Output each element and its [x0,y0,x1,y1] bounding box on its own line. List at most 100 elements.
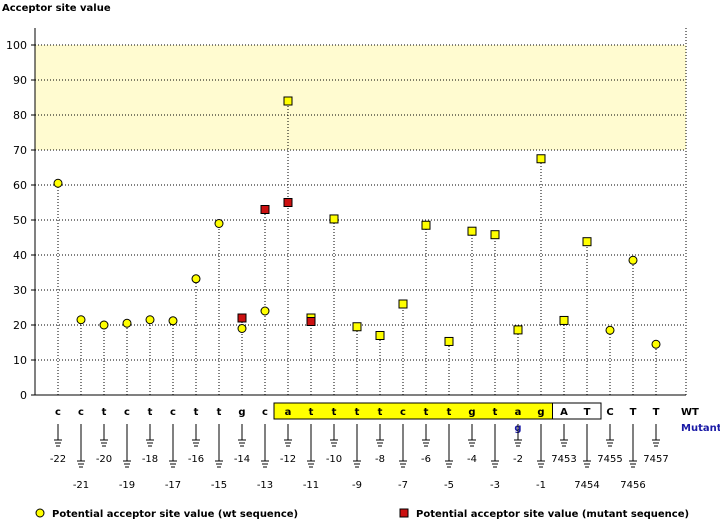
wt-value-marker [352,322,362,332]
wt-value-marker [283,96,293,106]
wt-letter: c [262,407,268,418]
wt-value-marker [398,299,408,309]
position-label: -12 [280,454,296,465]
position-label: 7453 [551,454,576,465]
position-label: -9 [352,480,362,491]
wt-letter: t [148,407,153,418]
wt-value-marker [513,325,523,335]
position-label: -4 [467,454,477,465]
position-label: -2 [513,454,523,465]
position-label: -6 [421,454,431,465]
wt-value-marker [168,316,178,326]
wt-value-marker [237,324,247,333]
y-axis-title: Acceptor site value [2,3,111,14]
mutant-row-label: Mutant [681,423,720,434]
wt-value-marker [375,331,385,340]
position-label: 7456 [620,480,645,491]
wt-value-marker [582,237,592,247]
wt-letter: t [309,407,314,418]
wt-letter: t [194,407,199,418]
legend-marker [35,508,45,518]
wt-letter: c [170,407,176,418]
wt-value-marker [191,274,201,284]
position-label: -10 [326,454,342,465]
wt-letter: c [400,407,406,418]
wt-letter: t [378,407,383,418]
wt-letter: c [78,407,84,418]
position-label: -19 [119,480,135,491]
position-label: -7 [398,480,408,491]
position-label: -17 [165,480,181,491]
position-label: -18 [142,454,158,465]
wt-value-marker [76,315,86,325]
wt-value-marker [651,339,661,349]
mutant-value-marker [283,198,293,207]
wt-letter: c [124,407,130,418]
y-tick-label: 100 [6,39,27,52]
wt-letter: a [515,407,522,418]
wt-value-marker [145,315,155,325]
wt-letter: g [238,407,245,418]
wt-letter: c [55,407,61,418]
wt-letter: g [537,407,544,418]
wt-value-marker [536,154,546,164]
position-label: -1 [536,480,546,491]
legend-marker [399,508,409,518]
legend-label: Potential acceptor site value (wt sequen… [52,509,298,520]
y-tick-label: 0 [20,389,27,402]
y-tick-label: 20 [13,319,27,332]
position-label: 7454 [574,480,599,491]
wt-letter: t [447,407,452,418]
position-label: 7455 [597,454,622,465]
wt-value-marker [467,226,477,236]
wt-value-marker [628,255,638,265]
wt-value-marker [490,230,500,240]
position-label: -11 [303,480,319,491]
position-label: -22 [50,454,66,465]
y-tick-label: 80 [13,109,27,122]
y-tick-label: 90 [13,74,27,87]
wt-letter: T [630,407,637,418]
position-label: -3 [490,480,500,491]
mutant-value-marker [237,313,247,323]
wt-letter: a [285,407,292,418]
wt-letter: t [493,407,498,418]
wt-letter: g [468,407,475,418]
highlight-band [35,45,686,150]
wt-value-marker [329,214,339,224]
position-label: -21 [73,480,89,491]
position-label: -15 [211,480,227,491]
wt-value-marker [605,325,615,335]
wt-value-marker [53,178,63,188]
wt-value-marker [559,315,569,325]
wt-row-label: WT [681,407,699,418]
y-tick-label: 50 [13,214,27,227]
wt-letter: t [355,407,360,418]
wt-letter: t [424,407,429,418]
y-tick-label: 40 [13,249,27,262]
wt-value-marker [444,336,454,346]
position-label: 7457 [643,454,668,465]
wt-letter: A [560,407,568,418]
sequence-box-highlight [273,402,553,420]
position-label: -13 [257,480,273,491]
wt-value-marker [421,220,431,230]
position-label: -8 [375,454,385,465]
y-tick-label: 60 [13,179,27,192]
wt-letter: T [584,407,591,418]
position-label: -14 [234,454,250,465]
mutant-value-marker [260,205,270,214]
position-label: -16 [188,454,204,465]
wt-letter: T [653,407,660,418]
wt-value-marker [260,306,270,316]
wt-value-marker [99,320,109,330]
wt-value-marker [122,318,132,328]
wt-letter: t [332,407,337,418]
y-tick-label: 10 [13,354,27,367]
wt-letter: t [217,407,222,418]
legend-label: Potential acceptor site value (mutant se… [416,509,689,520]
wt-letter: t [102,407,107,418]
position-label: -5 [444,480,454,491]
